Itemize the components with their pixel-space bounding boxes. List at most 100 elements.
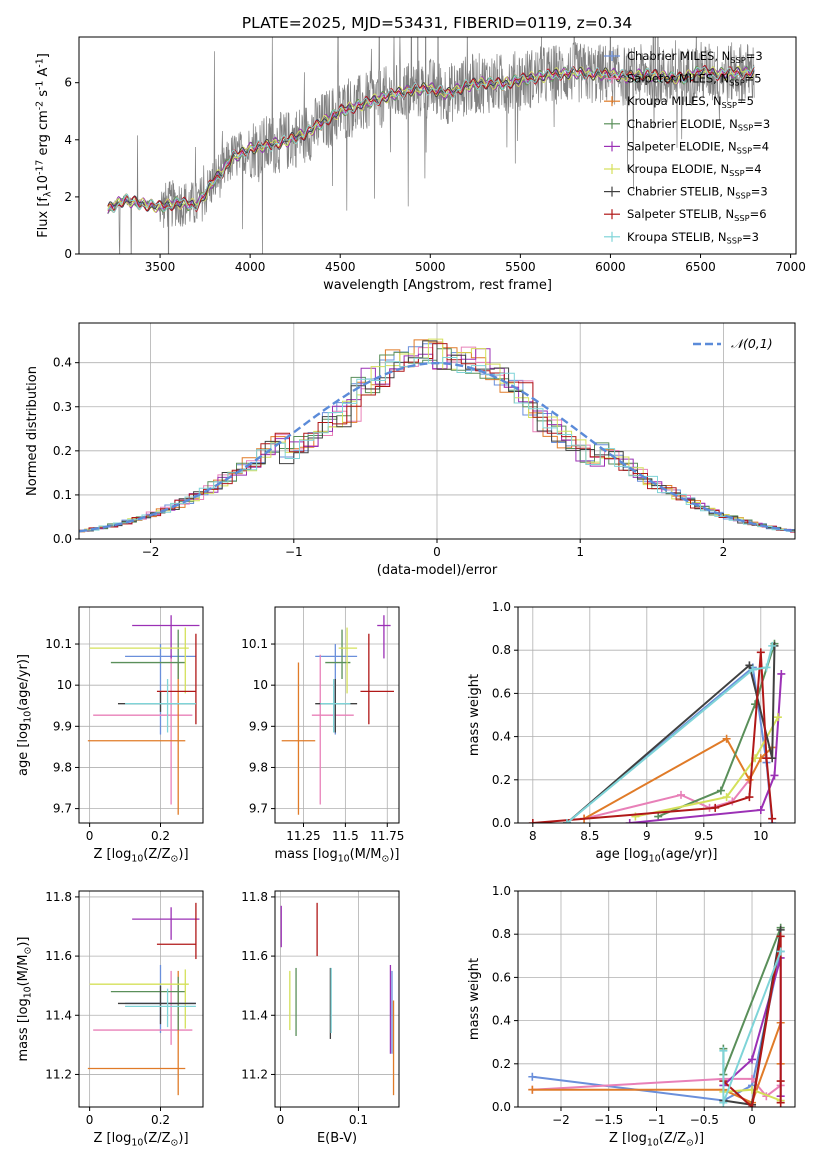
axes-frame xyxy=(517,606,796,824)
axes-spectrum: 3500 4000 4500 5000 5500 6000 6500 7000 0 2 4 6 wave… xyxy=(34,36,806,293)
axes-weight_vs_age: 8 8.5 9 9.5 10 0.0 0.2 0.4 0.6 0.8 1.0 age [log10​(… xyxy=(467,600,796,864)
y-tick-label: 0.8 xyxy=(492,643,511,657)
error-point xyxy=(125,679,196,733)
error-point xyxy=(315,679,358,733)
weight-series xyxy=(532,652,774,823)
superscript: -17 xyxy=(34,160,45,175)
y-tick-label: 11.4 xyxy=(241,1008,268,1022)
weight-marker xyxy=(528,819,537,823)
error-point xyxy=(93,654,193,805)
y-tick-label: 10.1 xyxy=(241,637,268,651)
weight-marker xyxy=(745,661,754,670)
text-run: )] xyxy=(178,1131,188,1146)
gridlines xyxy=(275,607,399,823)
text-run: Kroupa MILES, N xyxy=(627,94,722,108)
text-run: Salpeter ELODIE, N xyxy=(627,139,737,153)
x-axis-label: age [log10​(age/yr)] xyxy=(596,847,718,864)
text-run: Salpeter STELIB, N xyxy=(627,207,734,221)
text-run: =3 xyxy=(753,117,770,131)
legend-label: Chabrier ELODIE, NSSP​=3 xyxy=(627,117,770,133)
gridlines xyxy=(518,606,795,824)
gridlines xyxy=(275,891,399,1107)
y-tick-label: 0 xyxy=(64,247,72,261)
weight-marker xyxy=(776,947,785,956)
x-tick-label: −1.5 xyxy=(594,1113,623,1127)
text-run: Kroupa ELODIE, N xyxy=(627,162,729,176)
x-axis-label: wavelength [Angstrom, rest frame] xyxy=(323,278,552,293)
weight-marker xyxy=(677,790,686,799)
y-axis-label: mass weight xyxy=(467,674,482,756)
x-axis-label: (data-model)/error xyxy=(377,563,498,578)
x-tick-label: −1 xyxy=(648,1113,666,1127)
model-spectrum xyxy=(107,66,755,214)
x-tick-label: 3500 xyxy=(145,260,176,274)
y-tick-label: 0.3 xyxy=(53,400,72,414)
text-run: =4 xyxy=(752,139,769,153)
y-tick-label: 1.0 xyxy=(492,884,511,898)
subscript: λ xyxy=(42,191,53,197)
text-run: (age/yr)] xyxy=(661,847,718,862)
weight-marker xyxy=(762,663,771,672)
subscript: 10 xyxy=(131,853,143,864)
legend-label: Salpeter ELODIE, NSSP​=4 xyxy=(627,139,769,155)
error-point xyxy=(377,615,391,659)
y-tick-label: 0.4 xyxy=(492,730,511,744)
text-run: mass weight xyxy=(467,674,482,756)
y-tick-label: 0.1 xyxy=(53,488,72,502)
text-run: =5 xyxy=(745,72,762,86)
text-run: Salpeter MILES, N xyxy=(627,72,729,86)
x-tick-label: 0 xyxy=(86,829,94,843)
x-tick-label: 1 xyxy=(576,545,584,559)
x-axis-label: Z [log10​(Z/Z⊙​)] xyxy=(93,847,188,864)
x-tick-label: 9.5 xyxy=(694,829,713,843)
weight-marker xyxy=(528,1072,537,1081)
x-tick-label: 0 xyxy=(277,1113,285,1127)
error-point xyxy=(338,627,358,694)
y-tick-label: 11.4 xyxy=(45,1008,72,1022)
text-run: =3 xyxy=(742,230,759,244)
ticks: 11.25 11.5 11.75 9.7 9.8 9.9 10 10.1 xyxy=(241,637,404,843)
y-tick-label: 0.0 xyxy=(492,1100,511,1114)
y-tick-label: 1.0 xyxy=(492,600,511,614)
y-tick-label: 10.1 xyxy=(45,637,72,651)
model-spectrum xyxy=(107,66,755,213)
weight-marker xyxy=(748,1074,757,1083)
weight-marker xyxy=(751,700,760,709)
text-run: mass weight xyxy=(467,958,482,1040)
axes-frame xyxy=(78,36,797,255)
axes-frame xyxy=(274,606,400,824)
normal-curve xyxy=(79,361,793,533)
subscript: SSP xyxy=(734,213,749,223)
weight-marker xyxy=(716,786,725,795)
x-tick-label: 2 xyxy=(720,545,728,559)
legend-label: Kroupa MILES, NSSP​=5 xyxy=(627,94,754,110)
y-tick-label: 0.2 xyxy=(53,444,72,458)
error-point xyxy=(156,902,197,960)
weight-marker xyxy=(711,803,720,812)
plot-area xyxy=(528,639,786,823)
legend-label: 𝒩(0,1) xyxy=(731,336,773,351)
subscript: SSP xyxy=(729,168,744,178)
observed-spectrum xyxy=(107,37,755,254)
subscript: ⊙ xyxy=(171,1137,179,1148)
weight-marker xyxy=(563,819,572,823)
weight-marker xyxy=(745,793,754,802)
weight-marker xyxy=(776,1077,785,1086)
plot-area xyxy=(87,615,200,815)
ticks: 0 0.2 11.2 11.4 11.6 11.8 xyxy=(45,890,170,1127)
subscript: SSP xyxy=(735,190,750,200)
x-tick-label: 0.1 xyxy=(349,1113,368,1127)
text-run: Chabrier ELODIE, N xyxy=(627,117,738,131)
subscript: SSP xyxy=(727,236,742,246)
text-run: Normed distribution xyxy=(25,366,40,496)
error-point xyxy=(132,907,200,940)
weight-marker xyxy=(768,814,777,823)
weight-marker xyxy=(625,819,634,823)
subscript: SSP xyxy=(729,77,744,87)
x-tick-label: −2 xyxy=(552,1113,570,1127)
y-tick-label: 6 xyxy=(64,76,72,90)
weight-marker xyxy=(528,1085,537,1094)
x-tick-label: 6500 xyxy=(685,260,716,274)
error-point xyxy=(315,644,358,735)
y-axis-label: Flux [fλ​10-17​ erg cm-2​ s-1​ A-1​] xyxy=(34,53,53,238)
